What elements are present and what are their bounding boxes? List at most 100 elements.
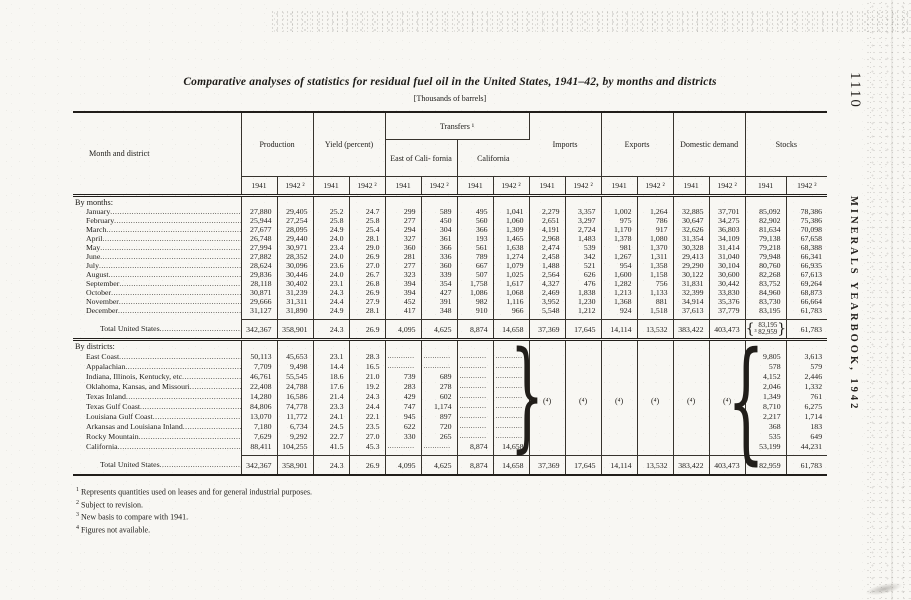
data-cell: 667 xyxy=(457,261,494,270)
data-cell: 30,600 xyxy=(709,270,746,279)
figures-not-available-marker: (⁴) xyxy=(578,396,588,406)
data-cell: 1,080 xyxy=(637,234,674,243)
data-cell xyxy=(493,391,530,401)
data-cell: 26.8 xyxy=(349,279,386,288)
data-cell: 32,885 xyxy=(673,207,710,216)
column-header-transfers: Transfers ¹ xyxy=(385,112,530,140)
total-row-label: Total United States xyxy=(73,455,242,476)
data-cell: 50,113 xyxy=(241,351,278,361)
table-title: Comparative analyses of statistics for r… xyxy=(183,76,717,88)
year-col-header: 1942 ² xyxy=(277,176,314,197)
data-cell: 69,264 xyxy=(800,279,823,288)
data-cell: 4,095 xyxy=(385,455,422,476)
data-cell xyxy=(565,391,602,401)
year-col-header: 1942 ² xyxy=(709,176,746,197)
data-cell xyxy=(457,351,494,361)
data-cell: 74,778 xyxy=(277,401,314,411)
dot-leader xyxy=(190,382,241,391)
data-cell: 342 xyxy=(565,252,602,261)
year-col-header: 1941 xyxy=(313,176,350,197)
table-row: October30,87131,23924.326.93944271,0861,… xyxy=(73,288,827,297)
footnote-mark: 1 xyxy=(76,487,79,493)
dot-leader xyxy=(114,216,240,225)
data-cell: 277 xyxy=(385,216,422,225)
data-cell: 27.0 xyxy=(349,431,386,441)
data-cell: 18.6 xyxy=(313,371,350,381)
data-cell: 2,217 xyxy=(745,411,787,421)
data-cell xyxy=(709,391,746,401)
data-cell: 16.5 xyxy=(349,361,386,371)
data-cell xyxy=(709,441,746,451)
data-cell xyxy=(637,351,674,361)
data-cell: 897 xyxy=(421,411,458,421)
data-cell: 450 xyxy=(421,216,458,225)
row-label: November xyxy=(73,297,242,306)
year-col-header: 1942 ² xyxy=(493,176,530,197)
data-cell: 394 xyxy=(385,288,422,297)
data-cell: 507 xyxy=(457,270,494,279)
empty-cell xyxy=(709,195,746,207)
data-cell xyxy=(601,411,638,421)
data-cell xyxy=(385,361,422,371)
data-cell: 25,944 xyxy=(241,216,278,225)
data-cell: 24.0 xyxy=(313,252,350,261)
data-cell: 31,127 xyxy=(241,306,278,315)
data-cell: 1,212 xyxy=(565,306,602,315)
data-cell: 26,748 xyxy=(241,234,278,243)
data-cell: 29,440 xyxy=(277,234,314,243)
year-col-header: 1941 xyxy=(529,176,566,197)
data-cell: 83,752 xyxy=(745,279,787,288)
data-cell: 31,040 xyxy=(709,252,746,261)
data-cell: 81,634 xyxy=(745,225,787,234)
data-cell: 83,195 xyxy=(745,306,787,315)
data-cell xyxy=(529,351,566,361)
empty-cell xyxy=(745,339,787,351)
data-cell: 24.4 xyxy=(313,297,350,306)
data-cell: 26.9 xyxy=(349,252,386,261)
row-label: Appalachian xyxy=(73,361,242,371)
data-cell: 37,369 xyxy=(529,455,566,476)
data-cell: 29,413 xyxy=(673,252,710,261)
data-cell: 786 xyxy=(637,216,674,225)
dot-leader xyxy=(126,392,241,401)
data-cell: 22.1 xyxy=(349,411,386,421)
dash-placeholder xyxy=(458,391,488,401)
data-cell: 265 xyxy=(421,431,458,441)
data-cell xyxy=(673,431,710,441)
data-cell: 28.1 xyxy=(349,306,386,315)
data-cell xyxy=(565,401,602,411)
section-heading: By districts: xyxy=(73,339,242,351)
data-cell: 358,901 xyxy=(277,455,314,476)
data-cell: 27,880 xyxy=(241,207,278,216)
row-label: Rocky Mountain xyxy=(73,431,242,441)
page-content: Comparative analyses of statistics for r… xyxy=(73,76,828,536)
year-col-header: 1942 ² xyxy=(565,176,602,197)
footnote-mark: 4 xyxy=(76,524,79,531)
table-row: June27,88228,35224.026.92813367891,2742,… xyxy=(73,252,827,261)
data-cell xyxy=(709,381,746,391)
data-cell xyxy=(529,391,566,401)
data-cell: 68,388 xyxy=(800,243,823,252)
data-cell: 29,290 xyxy=(673,261,710,270)
data-cell xyxy=(385,441,422,451)
data-cell: 31,831 xyxy=(673,279,710,288)
data-cell: 30,104 xyxy=(709,261,746,270)
row-label: Oklahoma, Kansas, and Missouri xyxy=(73,381,242,391)
dash-placeholder xyxy=(386,361,416,371)
figures-not-available-marker: (⁴) xyxy=(615,396,624,406)
table-row: April26,74829,44024.028.13273611931,4652… xyxy=(73,234,827,243)
data-cell: 7,629 xyxy=(241,431,278,441)
data-cell xyxy=(421,441,458,451)
footnote-item: 3 New basis to compare with 1941. xyxy=(76,512,189,522)
data-cell: 761 xyxy=(810,391,823,401)
data-cell: 22,408 xyxy=(241,381,278,391)
data-cell: 67,658 xyxy=(800,234,823,243)
footnotes: 1 Represents quantities used on leases a… xyxy=(73,485,827,536)
empty-cell xyxy=(385,339,422,351)
data-cell xyxy=(457,401,494,411)
data-cell: 427 xyxy=(421,288,458,297)
data-cell: 358,901 xyxy=(277,319,314,341)
year-col-header: 1941 xyxy=(601,176,638,197)
data-cell: 1,349 xyxy=(745,391,787,401)
